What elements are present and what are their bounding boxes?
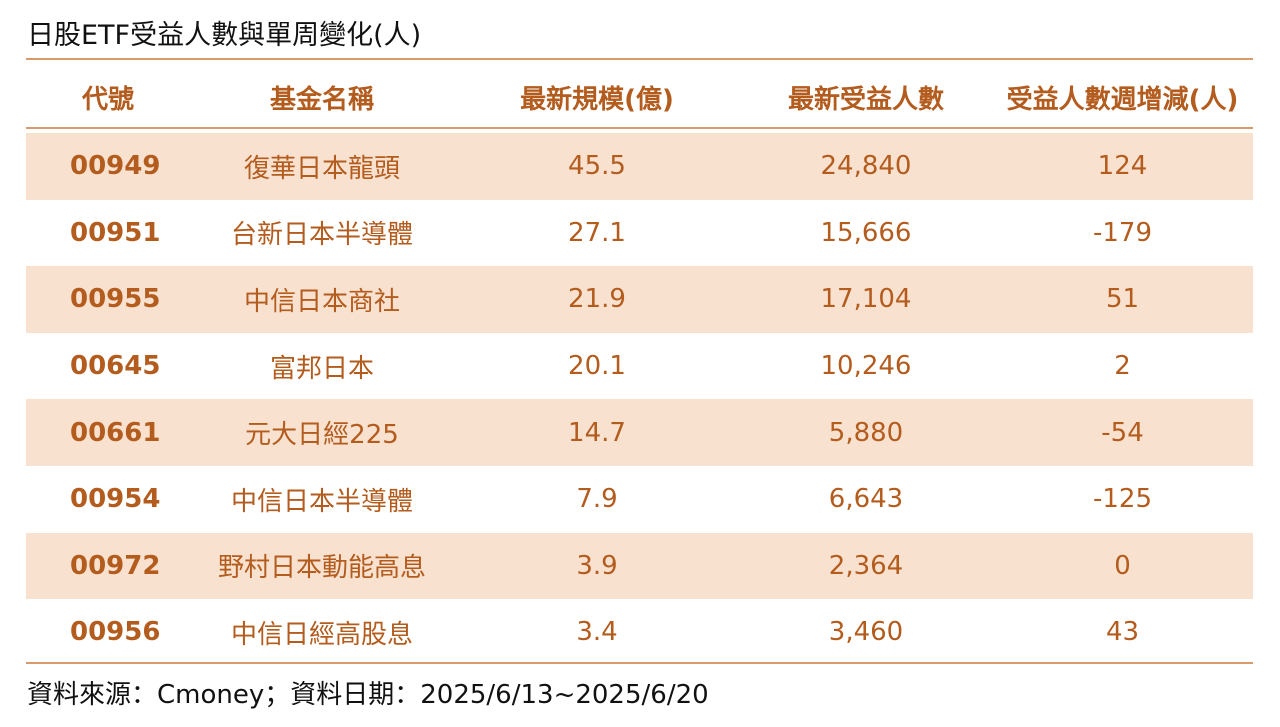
header-holders: 最新受益人數 <box>787 85 944 115</box>
cell-holders: 24,840 <box>740 133 992 200</box>
cell-size: 27.1 <box>568 217 626 248</box>
cell-code: 00955 <box>26 266 190 333</box>
table-row: 00956 中信日經高股息 3.4 3,460 43 <box>26 599 1253 666</box>
etf-holders-table: 代號 基金名稱 最新規模(億) 最新受益人數 受益人數週增減(人) 00949 … <box>26 66 1253 666</box>
cell-code: 00972 <box>26 532 190 600</box>
cell-fund-name: 中信日經高股息 <box>230 619 413 650</box>
cell-fund-name: 元大日經225 <box>190 399 454 466</box>
cell-code: 00954 <box>70 484 161 515</box>
cell-size: 20.1 <box>568 351 626 382</box>
cell-code: 00956 <box>70 617 161 648</box>
cell-code: 00949 <box>26 133 190 200</box>
table-row: 00954 中信日本半導體 7.9 6,643 -125 <box>26 466 1253 533</box>
table-header: 代號 基金名稱 最新規模(億) 最新受益人數 受益人數週增減(人) <box>26 66 1253 129</box>
header-code: 代號 <box>81 85 134 115</box>
table-row: 00949 復華日本龍頭 45.5 24,840 124 <box>26 133 1253 200</box>
cell-holders: 6,643 <box>828 484 904 515</box>
cell-code: 00661 <box>26 399 190 466</box>
source-note: 資料來源：Cmoney；資料日期：2025/6/13~2025/6/20 <box>27 680 709 710</box>
cell-fund-name: 富邦日本 <box>269 353 374 384</box>
table-row: 00951 台新日本半導體 27.1 15,666 -179 <box>26 200 1253 267</box>
cell-fund-name: 野村日本動能高息 <box>190 532 454 600</box>
table-row: 00972 野村日本動能高息 3.9 2,364 0 <box>26 532 1253 600</box>
cell-size: 21.9 <box>454 266 740 333</box>
cell-weekly-change: 43 <box>1105 617 1140 648</box>
header-row: 代號 基金名稱 最新規模(億) 最新受益人數 受益人數週增減(人) <box>26 66 1253 129</box>
header-weekly-change: 受益人數週增減(人) <box>1006 85 1239 115</box>
cell-fund-name: 台新日本半導體 <box>230 220 413 251</box>
table-row: 00645 富邦日本 20.1 10,246 2 <box>26 333 1253 400</box>
table-row: 00661 元大日經225 14.7 5,880 -54 <box>26 399 1253 466</box>
header-rule <box>26 127 1253 129</box>
cell-weekly-change: -125 <box>1092 484 1152 515</box>
cell-size: 3.4 <box>576 617 618 648</box>
cell-code: 00645 <box>70 351 161 382</box>
cell-weekly-change: 124 <box>992 133 1253 200</box>
cell-size: 45.5 <box>454 133 740 200</box>
cell-weekly-change: 2 <box>1114 351 1131 382</box>
cell-holders: 3,460 <box>828 617 904 648</box>
cell-weekly-change: 51 <box>992 266 1253 333</box>
cell-fund-name: 復華日本龍頭 <box>190 133 454 200</box>
cell-holders: 5,880 <box>740 399 992 466</box>
cell-code: 00951 <box>70 217 161 248</box>
cell-fund-name: 中信日本半導體 <box>230 486 413 517</box>
bottom-rule <box>26 662 1253 664</box>
cell-weekly-change: -179 <box>1092 217 1152 248</box>
cell-fund-name: 中信日本商社 <box>190 266 454 333</box>
top-rule <box>26 58 1253 60</box>
header-size: 最新規模(億) <box>520 85 674 115</box>
cell-holders: 15,666 <box>820 217 912 248</box>
cell-size: 14.7 <box>454 399 740 466</box>
cell-weekly-change: 0 <box>992 532 1253 600</box>
cell-holders: 17,104 <box>740 266 992 333</box>
cell-weekly-change: -54 <box>992 399 1253 466</box>
table-title: 日股ETF受益人數與單周變化(人) <box>27 20 422 51</box>
cell-holders: 10,246 <box>820 351 912 382</box>
cell-holders: 2,364 <box>740 532 992 600</box>
header-fund-name: 基金名稱 <box>269 85 374 115</box>
table-row: 00955 中信日本商社 21.9 17,104 51 <box>26 266 1253 333</box>
cell-size: 7.9 <box>576 484 618 515</box>
table-body: 00949 復華日本龍頭 45.5 24,840 124 00951 台新日本半… <box>26 129 1253 666</box>
cell-size: 3.9 <box>454 532 740 600</box>
